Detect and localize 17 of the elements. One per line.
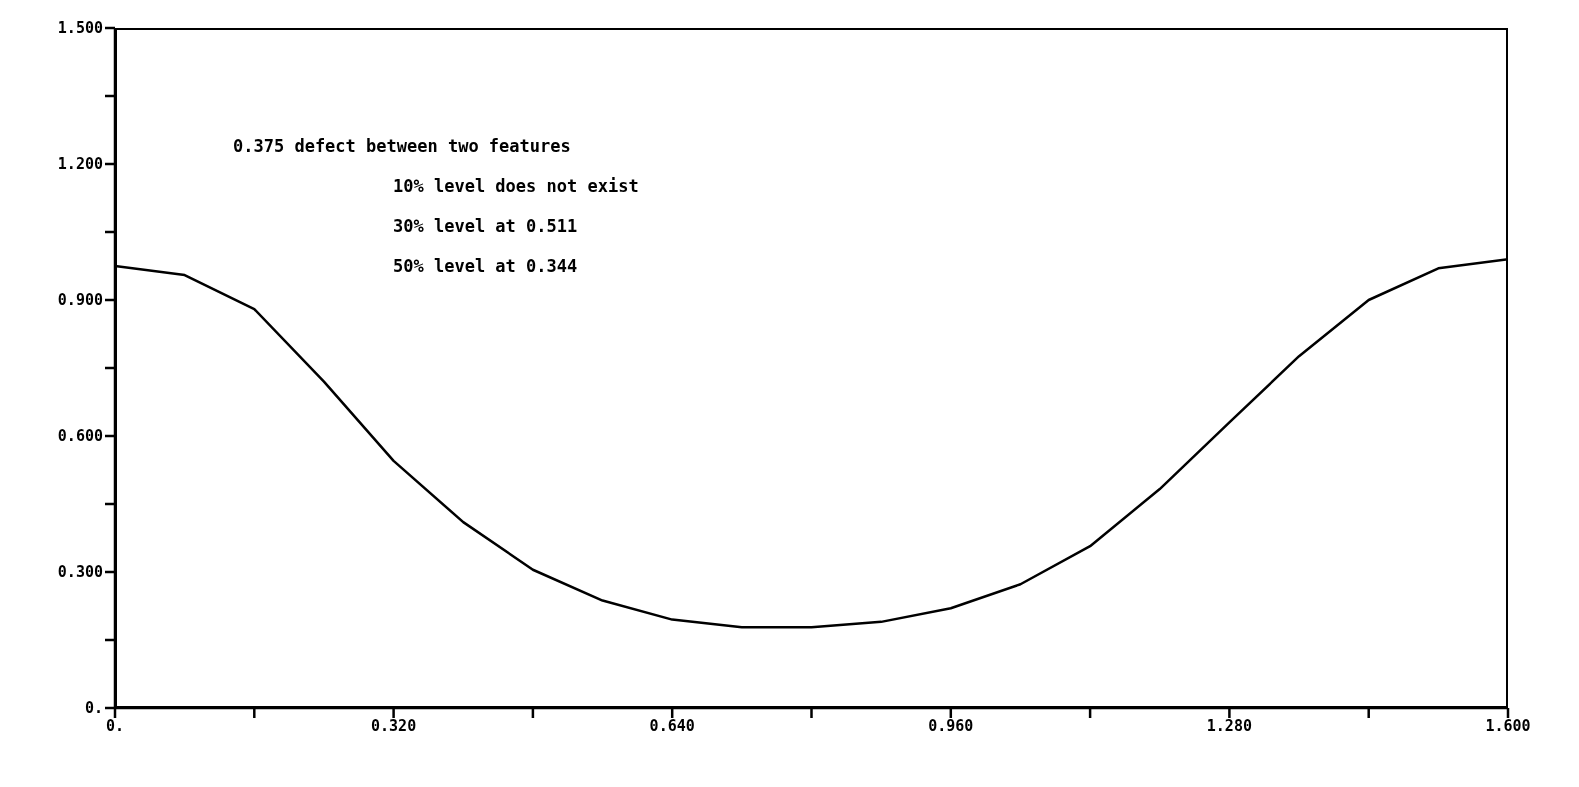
annotation: 10% level does not exist — [392, 175, 639, 198]
x-tick-label: 0. — [105, 716, 125, 735]
y-tick-label: 0.600 — [57, 427, 103, 446]
y-tick-label: 1.200 — [57, 155, 103, 174]
y-tick-label: 1.500 — [57, 19, 103, 38]
line-series — [115, 257, 1508, 629]
x-tick-label: 0.320 — [371, 716, 417, 735]
x-tick-label: 0.640 — [649, 716, 695, 735]
annotation: 30% level at 0.511 — [392, 215, 579, 238]
x-tick-label: 1.600 — [1485, 716, 1531, 735]
x-tick-label: 1.280 — [1206, 716, 1252, 735]
y-tick-label: 0.300 — [57, 563, 103, 582]
y-tick-label: 0. — [84, 699, 103, 718]
y-tick-label: 0.900 — [57, 291, 103, 310]
x-tick-label: 0.960 — [928, 716, 974, 735]
annotation: 0.375 defect between two features — [233, 135, 572, 158]
annotation: 50% level at 0.344 — [392, 255, 579, 278]
